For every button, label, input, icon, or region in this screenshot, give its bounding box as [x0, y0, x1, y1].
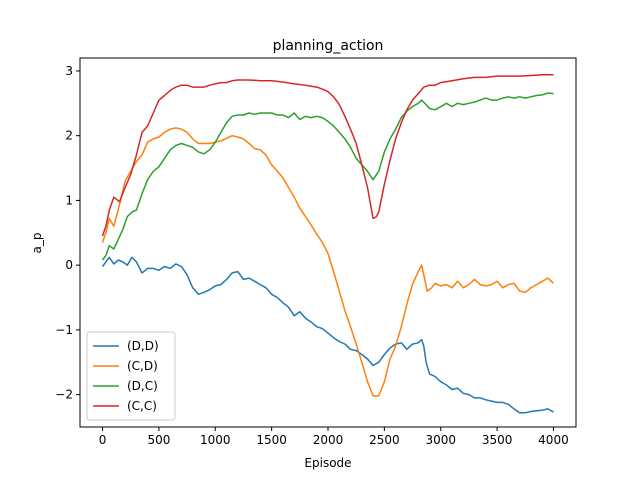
y-tick-label: 1 [65, 193, 73, 207]
series-line-1 [101, 127, 555, 397]
x-tick-label: 3500 [482, 433, 513, 447]
x-tick-label: 2000 [313, 433, 344, 447]
y-tick-label: −1 [55, 323, 73, 337]
x-tick-label: 2500 [369, 433, 400, 447]
legend: (D,D) (C,D) (D,C) (C,C) [86, 331, 176, 421]
legend-box [86, 331, 176, 421]
x-axis: 0 500 1000 1500 2000 2500 3000 3500 4000 [99, 427, 569, 447]
x-tick-label: 3000 [425, 433, 456, 447]
series-line-0 [101, 256, 554, 414]
legend-entry: (C,D) [127, 359, 158, 373]
legend-entry: (D,C) [127, 379, 158, 393]
x-tick-label: 4000 [538, 433, 569, 447]
y-tick-label: 3 [65, 64, 73, 78]
x-tick-label: 0 [99, 433, 107, 447]
series-line-2 [101, 92, 554, 261]
y-tick-label: 2 [65, 129, 73, 143]
legend-entry: (C,C) [127, 399, 157, 413]
x-tick-label: 1000 [200, 433, 231, 447]
y-axis-label: a_p [30, 233, 44, 254]
y-tick-label: 0 [65, 258, 73, 272]
legend-entry: (D,D) [127, 339, 159, 353]
y-axis: −2 −1 0 1 2 3 [55, 64, 80, 402]
x-tick-label: 500 [147, 433, 170, 447]
y-tick-label: −2 [55, 388, 73, 402]
series-layer [101, 74, 555, 414]
x-tick-label: 1500 [256, 433, 287, 447]
x-axis-label: Episode [304, 456, 351, 470]
chart-title: planning_action [273, 38, 384, 54]
series-line-3 [101, 74, 554, 237]
